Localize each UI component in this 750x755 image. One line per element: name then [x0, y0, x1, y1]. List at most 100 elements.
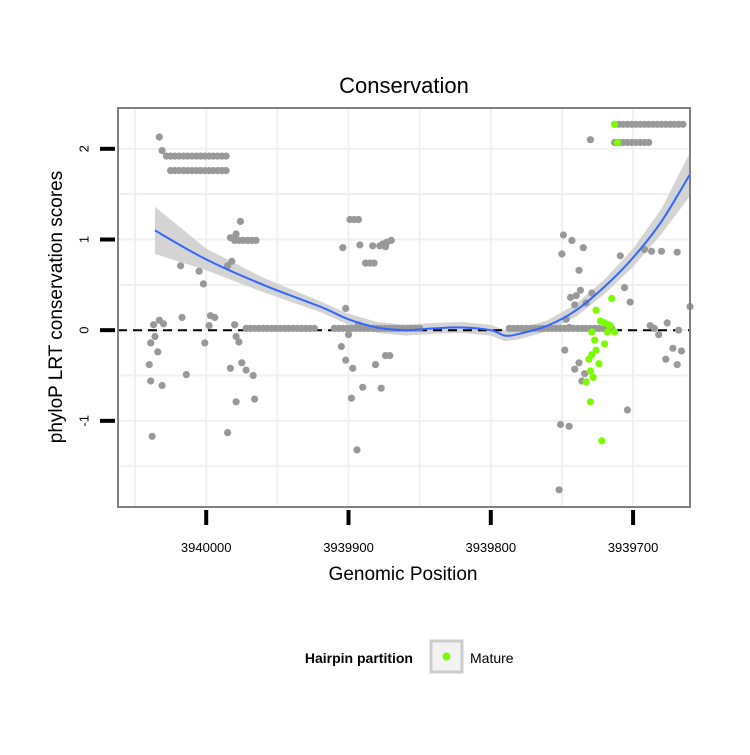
other-point — [571, 301, 579, 309]
other-point — [655, 331, 663, 339]
mature-point — [591, 336, 599, 344]
other-point — [353, 446, 361, 454]
other-point — [620, 284, 629, 292]
other-point — [148, 432, 156, 440]
other-point — [558, 250, 566, 258]
legend-key-mature-icon — [442, 652, 451, 661]
other-point — [347, 394, 355, 402]
other-point — [158, 381, 166, 390]
y-tick-label: 0 — [76, 327, 91, 334]
other-point — [235, 338, 243, 346]
other-point — [238, 359, 246, 367]
x-tick-label: 3940000 — [181, 540, 232, 555]
other-point — [178, 313, 186, 322]
mature-point — [611, 328, 619, 336]
other-point — [663, 319, 671, 327]
other-point — [349, 364, 357, 372]
mature-point — [589, 373, 597, 381]
other-point — [556, 420, 565, 429]
y-axis-label: phyloP LRT conservation scores — [46, 171, 67, 444]
other-point — [147, 377, 155, 385]
mature-point — [592, 306, 600, 314]
legend-key-box — [429, 639, 464, 674]
mature-point — [608, 294, 616, 302]
other-point — [565, 323, 573, 332]
other-point — [224, 429, 232, 437]
other-point — [616, 252, 624, 260]
other-point — [342, 304, 350, 312]
mature-point — [613, 138, 622, 147]
data-points — [145, 120, 694, 494]
other-point — [369, 242, 377, 250]
other-point — [576, 286, 585, 294]
other-point — [623, 406, 632, 414]
y-tick-label: -1 — [76, 415, 91, 427]
other-point — [387, 236, 395, 244]
other-point — [228, 257, 236, 265]
other-point — [386, 352, 394, 360]
other-point — [224, 262, 232, 270]
other-point — [252, 236, 260, 244]
other-point — [339, 244, 347, 252]
other-point — [657, 247, 666, 255]
other-point — [158, 147, 166, 155]
axes: 3940000 3939900 3939800 3939700 -1 0 1 2 — [76, 145, 658, 555]
other-point — [242, 366, 250, 374]
other-point — [222, 167, 230, 175]
other-point — [575, 266, 583, 274]
other-point — [359, 383, 367, 391]
mature-point — [592, 346, 600, 354]
other-point — [561, 346, 569, 354]
other-point — [559, 231, 568, 239]
other-point — [310, 324, 318, 332]
other-point — [645, 138, 653, 147]
other-point — [370, 259, 378, 267]
other-point — [675, 326, 683, 334]
other-point — [154, 348, 162, 356]
other-point — [566, 293, 575, 302]
other-point — [679, 120, 687, 128]
other-point — [249, 371, 257, 380]
chart-title: Conservation — [339, 73, 469, 98]
mature-point — [586, 367, 595, 375]
other-point — [145, 361, 153, 369]
x-tick-label: 3939800 — [465, 540, 516, 555]
other-point — [337, 342, 345, 351]
mature-point — [598, 437, 606, 445]
other-point — [568, 236, 576, 244]
other-point — [201, 339, 209, 347]
legend: Hairpin partition Mature — [305, 639, 514, 674]
other-point — [581, 370, 589, 378]
other-point — [147, 339, 155, 347]
other-point — [226, 364, 234, 372]
other-point — [650, 324, 659, 332]
mature-point — [603, 328, 612, 336]
x-tick-label: 3939700 — [608, 540, 659, 555]
other-point — [195, 267, 203, 275]
other-point — [371, 361, 380, 369]
other-point — [150, 321, 158, 329]
plot-panel-border — [117, 107, 691, 508]
mature-point — [586, 398, 595, 406]
other-point — [575, 359, 583, 367]
other-point — [565, 422, 573, 430]
other-point — [572, 292, 580, 300]
x-axis-label: Genomic Position — [329, 564, 478, 585]
other-point — [673, 361, 681, 369]
mature-point — [601, 340, 609, 348]
other-point — [677, 347, 686, 355]
other-point — [381, 243, 390, 251]
other-point — [662, 355, 670, 363]
legend-title: Hairpin partition — [305, 650, 413, 666]
other-point — [251, 395, 259, 403]
other-point — [377, 384, 385, 392]
other-point — [231, 321, 239, 329]
other-point — [232, 230, 240, 238]
mature-point — [588, 328, 596, 336]
other-point — [356, 241, 364, 249]
other-point — [571, 365, 579, 373]
other-point — [579, 244, 587, 252]
mature-point — [611, 120, 619, 128]
